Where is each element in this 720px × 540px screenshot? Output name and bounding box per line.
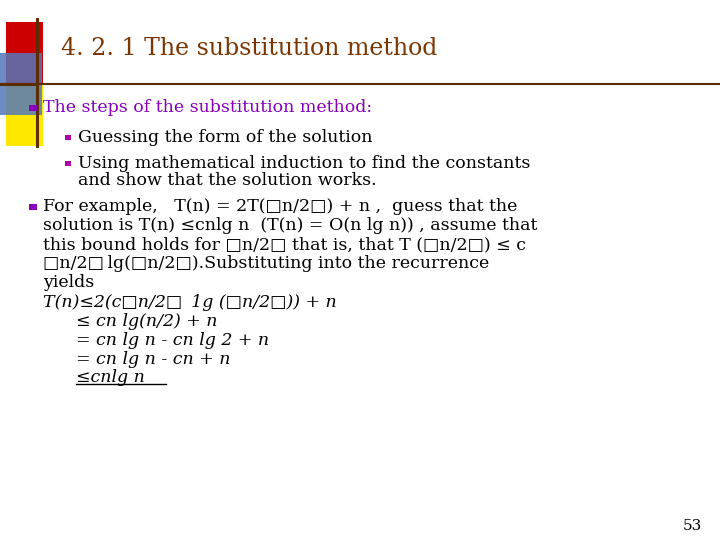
Bar bbox=[29, 105, 37, 111]
Bar bbox=[65, 161, 71, 166]
Bar bbox=[0, 53, 42, 115]
Text: solution is T(n) ≤cnlg n  (T(n) = O(n lg n)) , assume that: solution is T(n) ≤cnlg n (T(n) = O(n lg … bbox=[43, 217, 538, 234]
Text: The steps of the substitution method:: The steps of the substitution method: bbox=[43, 99, 372, 117]
Bar bbox=[29, 204, 37, 210]
Bar bbox=[6, 22, 43, 84]
Text: ≤ cn lg(n/2) + n: ≤ cn lg(n/2) + n bbox=[76, 313, 217, 330]
Text: and show that the solution works.: and show that the solution works. bbox=[78, 172, 377, 190]
Bar bbox=[65, 135, 71, 140]
Text: this bound holds for □n/2□ that is, that T (□n/2□) ≤ c: this bound holds for □n/2□ that is, that… bbox=[43, 236, 526, 253]
Text: 53: 53 bbox=[683, 519, 702, 534]
Text: □n/2□ lg(□n/2□).Substituting into the recurrence: □n/2□ lg(□n/2□).Substituting into the re… bbox=[43, 255, 490, 272]
Text: For example,   T(n) = 2T(□n/2□) + n ,  guess that the: For example, T(n) = 2T(□n/2□) + n , gues… bbox=[43, 198, 518, 215]
Text: = cn lg n - cn + n: = cn lg n - cn + n bbox=[76, 350, 230, 368]
Text: T(n)≤2(c□n/2□  1g (□n/2□)) + n: T(n)≤2(c□n/2□ 1g (□n/2□)) + n bbox=[43, 294, 337, 311]
Text: ≤cnlg n: ≤cnlg n bbox=[76, 369, 145, 387]
Bar bbox=[6, 84, 43, 146]
Text: Guessing the form of the solution: Guessing the form of the solution bbox=[78, 129, 372, 146]
Text: = cn lg n - cn lg 2 + n: = cn lg n - cn lg 2 + n bbox=[76, 332, 269, 349]
Text: Using mathematical induction to find the constants: Using mathematical induction to find the… bbox=[78, 155, 530, 172]
Text: 4. 2. 1 The substitution method: 4. 2. 1 The substitution method bbox=[61, 37, 438, 60]
Text: yields: yields bbox=[43, 274, 94, 291]
